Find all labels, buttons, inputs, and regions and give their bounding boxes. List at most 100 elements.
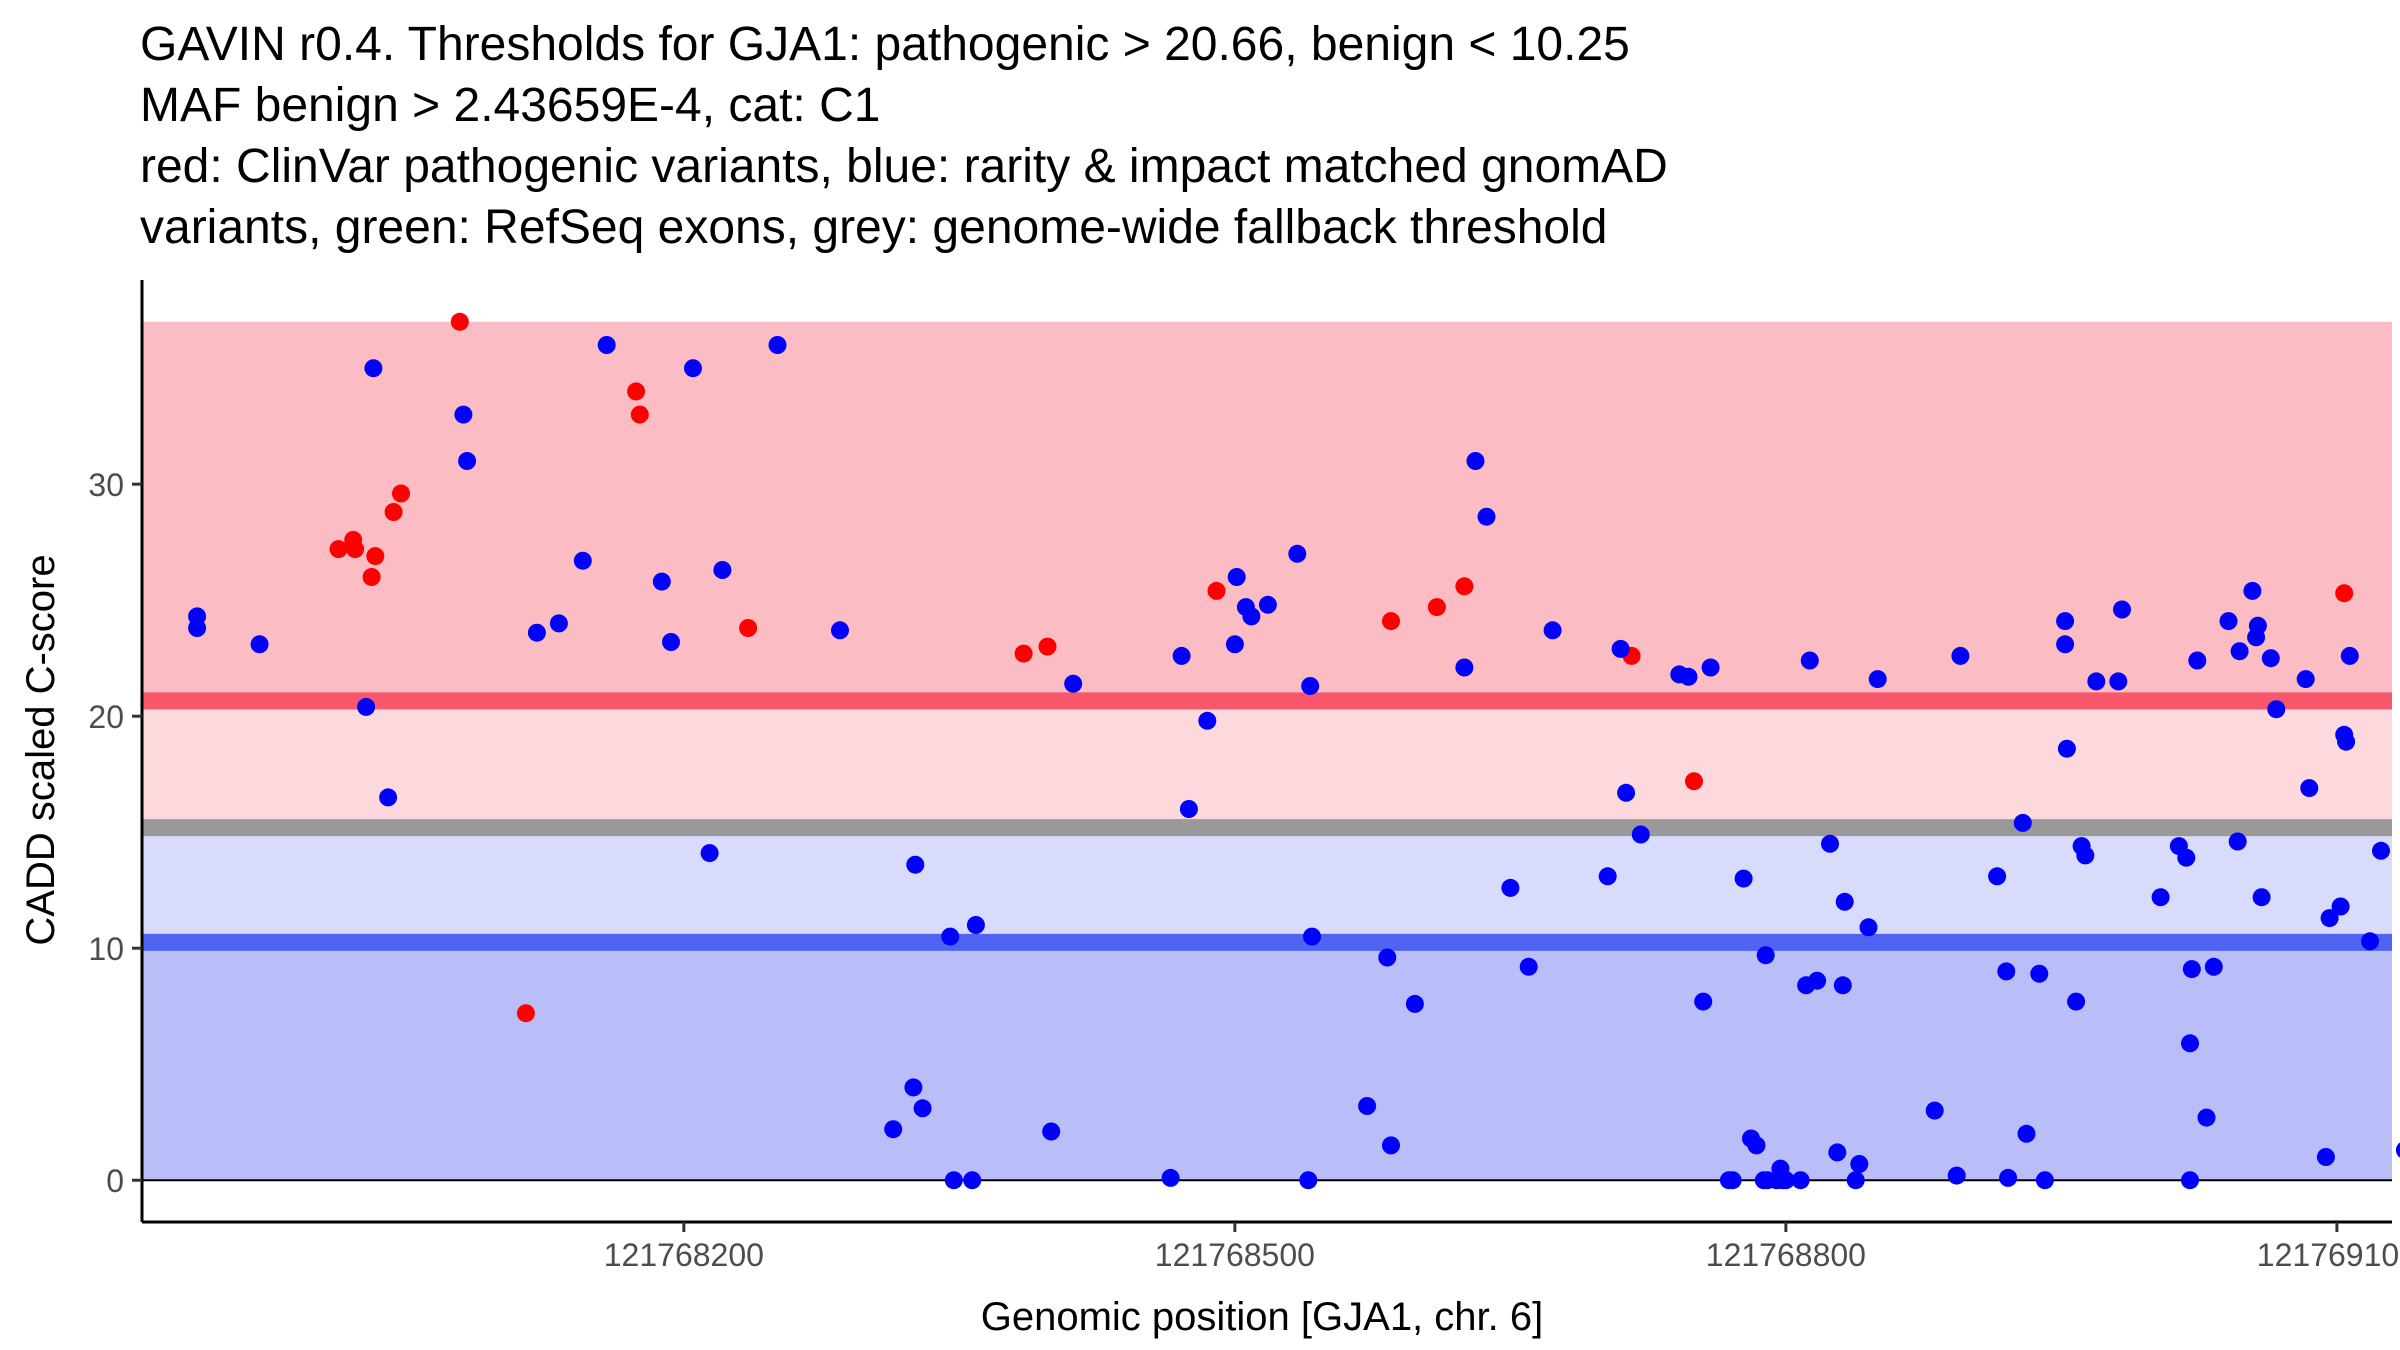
- point-gnomad-9: [549, 614, 568, 633]
- point-gnomad-2: [250, 635, 269, 654]
- point-gnomad-77: [1828, 1143, 1847, 1162]
- point-gnomad-82: [1859, 918, 1878, 937]
- point-gnomad-14: [684, 359, 702, 378]
- point-gnomad-47: [1466, 452, 1485, 470]
- point-gnomad-78: [1833, 976, 1852, 995]
- point-clinvar-12: [1014, 644, 1033, 663]
- point-gnomad-76: [1821, 834, 1839, 853]
- point-clinvar-16: [1427, 598, 1446, 617]
- point-gnomad-96: [2057, 739, 2076, 758]
- point-gnomad-107: [2181, 1171, 2199, 1190]
- point-gnomad-125: [2337, 732, 2356, 751]
- point-gnomad-43: [1378, 948, 1397, 967]
- point-gnomad-129: [2361, 932, 2379, 951]
- point-gnomad-58: [1694, 992, 1713, 1011]
- point-gnomad-6: [454, 405, 473, 424]
- point-gnomad-81: [1850, 1155, 1869, 1173]
- x-tick-label-0: 121768200: [604, 1237, 764, 1273]
- point-gnomad-57: [1679, 667, 1698, 686]
- point-gnomad-61: [1723, 1171, 1742, 1190]
- axes: [140, 280, 2392, 1224]
- y-tick-label-3: 30: [88, 467, 124, 503]
- point-gnomad-127: [2316, 1148, 2335, 1166]
- threshold-bands: [142, 321, 2392, 1181]
- point-gnomad-52: [1598, 867, 1617, 886]
- point-gnomad-118: [2252, 888, 2271, 907]
- point-clinvar-7: [450, 312, 469, 331]
- x-tick-label-3: 121769100: [2257, 1237, 2400, 1273]
- axis-ticks: 0 10 20 30 121768200 121768500 121768800 121769…: [88, 467, 2400, 1273]
- point-gnomad-75: [1808, 971, 1827, 990]
- point-clinvar-4: [366, 547, 385, 566]
- point-gnomad-72: [1791, 1171, 1810, 1190]
- point-gnomad-29: [1161, 1168, 1180, 1187]
- point-gnomad-119: [2261, 649, 2280, 668]
- band-pathogenic-region: [142, 321, 2392, 701]
- point-clinvar-3: [362, 568, 381, 586]
- point-clinvar-9: [627, 382, 646, 401]
- y-tick-label-1: 10: [88, 931, 124, 967]
- point-gnomad-124: [2331, 897, 2350, 916]
- point-gnomad-31: [1179, 800, 1198, 818]
- point-gnomad-17: [768, 336, 787, 354]
- point-gnomad-16: [713, 561, 732, 579]
- point-clinvar-14: [1207, 581, 1226, 600]
- point-gnomad-18: [831, 621, 849, 640]
- point-gnomad-110: [2197, 1108, 2216, 1127]
- point-gnomad-113: [2228, 832, 2247, 851]
- point-gnomad-38: [1288, 544, 1307, 563]
- point-gnomad-5: [379, 788, 398, 807]
- point-gnomad-21: [906, 855, 925, 874]
- point-gnomad-26: [966, 916, 985, 934]
- point-gnomad-111: [2204, 957, 2223, 976]
- point-gnomad-42: [1358, 1097, 1377, 1115]
- point-gnomad-37: [1258, 595, 1277, 614]
- title-line-1: GAVIN r0.4. Thresholds for GJA1: pathoge…: [140, 18, 1630, 71]
- point-gnomad-1: [188, 619, 207, 637]
- point-clinvar-8: [516, 1004, 535, 1023]
- point-gnomad-102: [2113, 600, 2131, 619]
- point-clinvar-2: [346, 540, 365, 559]
- point-gnomad-20: [904, 1078, 923, 1097]
- point-gnomad-59: [1701, 658, 1720, 677]
- point-gnomad-115: [2243, 581, 2262, 600]
- title-line-4: variants, green: RefSeq exons, grey: gen…: [140, 201, 1608, 254]
- point-gnomad-51: [1543, 621, 1562, 640]
- point-gnomad-10: [573, 551, 592, 570]
- point-gnomad-79: [1835, 892, 1854, 911]
- point-gnomad-40: [1301, 677, 1320, 695]
- point-gnomad-8: [527, 623, 546, 642]
- title-line-3: red: ClinVar pathogenic variants, blue: …: [140, 140, 1668, 193]
- point-gnomad-50: [1519, 957, 1538, 976]
- point-gnomad-30: [1172, 646, 1191, 665]
- point-gnomad-87: [1988, 867, 2007, 886]
- point-clinvar-20: [2335, 584, 2354, 603]
- point-gnomad-27: [1042, 1122, 1061, 1141]
- x-tick-label-2: 121768800: [1706, 1237, 1866, 1273]
- point-clinvar-19: [1685, 772, 1703, 791]
- point-gnomad-22: [913, 1099, 932, 1118]
- point-gnomad-100: [2087, 672, 2106, 691]
- chart-title: GAVIN r0.4. Thresholds for GJA1: pathoge…: [140, 14, 1668, 258]
- point-gnomad-13: [662, 633, 680, 651]
- x-tick-label-1: 121768500: [1155, 1237, 1315, 1273]
- y-tick-label-2: 20: [88, 699, 124, 735]
- point-gnomad-15: [700, 844, 719, 863]
- point-gnomad-41: [1303, 927, 1321, 946]
- band-fallback-to-benign: [142, 827, 2392, 943]
- y-tick-label-0: 0: [106, 1163, 124, 1199]
- point-gnomad-45: [1405, 994, 1424, 1013]
- point-gnomad-28: [1064, 674, 1083, 693]
- point-gnomad-71: [1776, 1171, 1795, 1190]
- point-clinvar-0: [329, 540, 348, 559]
- point-clinvar-5: [384, 503, 403, 521]
- point-gnomad-12: [652, 572, 671, 591]
- point-gnomad-53: [1611, 639, 1630, 658]
- point-gnomad-101: [2109, 672, 2128, 691]
- point-gnomad-33: [1225, 635, 1244, 654]
- point-gnomad-54: [1617, 783, 1636, 802]
- point-gnomad-4: [364, 359, 383, 378]
- point-gnomad-85: [1947, 1166, 1966, 1185]
- point-gnomad-23: [941, 927, 960, 946]
